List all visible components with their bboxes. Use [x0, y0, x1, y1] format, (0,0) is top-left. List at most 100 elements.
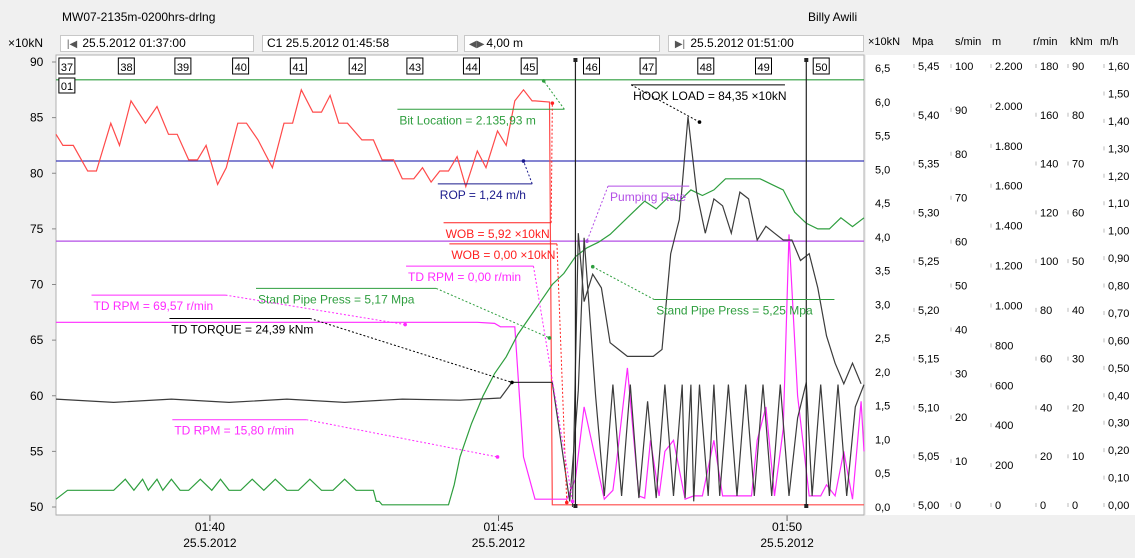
right-axis-label: 0,70: [1108, 308, 1129, 320]
right-axis-label: 0: [995, 500, 1001, 512]
right-axis-label: 0,90: [1108, 253, 1129, 265]
x-axis-date-label: 25.5.2012: [472, 536, 526, 550]
annotation-label: Stand Pipe Press = 5,25 Mpa: [656, 304, 813, 318]
depth-marker-label: 37: [61, 62, 73, 74]
right-axis-label: 0: [1040, 500, 1046, 512]
right-axis-label: 40: [1040, 402, 1052, 414]
depth-marker-label: 48: [700, 62, 712, 74]
right-axis-label: 4,5: [875, 198, 890, 210]
right-axis-label: 180: [1040, 61, 1058, 73]
depth-delta-value: 4,00 m: [486, 36, 524, 50]
annotation-point: [570, 499, 575, 504]
right-axis-unit: Mpa: [912, 36, 934, 48]
cursor-time-field[interactable]: C1 25.5.2012 01:45:58: [262, 35, 458, 52]
right-axis-label: 90: [1072, 61, 1084, 73]
annotation-label: WOB = 0,00 ×10kN: [451, 248, 555, 262]
x-axis-time-label: 01:40: [195, 520, 225, 534]
cursor-label: C1: [267, 36, 283, 50]
right-axis-label: 0,0: [875, 502, 890, 514]
annotation-label: HOOK LOAD = 84,35 ×10kN: [633, 89, 786, 103]
left-axis-label: 70: [30, 278, 44, 292]
right-axis-label: 60: [955, 237, 967, 249]
right-axis-unit: m: [992, 36, 1001, 48]
right-axis-label: 40: [955, 324, 967, 336]
right-axis-label: 20: [1040, 451, 1052, 463]
time-toolbar: ×10kN |◀ 25.5.2012 01:37:00 C1 25.5.2012…: [0, 32, 1135, 54]
depth-marker-label: 49: [757, 62, 769, 74]
right-axis-label: 20: [955, 412, 967, 424]
annotation-point: [521, 159, 526, 163]
left-axis-label: 80: [30, 166, 44, 180]
right-axis-label: 6,5: [875, 63, 890, 75]
depth-marker-label: 47: [642, 62, 654, 74]
annotation-label: TD RPM = 0,00 r/min: [408, 270, 521, 284]
depth-marker-box: [406, 57, 424, 75]
depth-marker-box: [639, 57, 657, 75]
right-axis-label: 400: [995, 420, 1013, 432]
start-time-value: 25.5.2012 01:37:00: [82, 36, 186, 50]
right-axis-label: 1,20: [1108, 171, 1129, 183]
right-axis-label: 100: [1040, 256, 1058, 268]
right-axis-label: 5,45: [918, 61, 939, 73]
cursor-handle-top: [804, 58, 809, 62]
right-axis-label: 90: [955, 105, 967, 117]
nav-left-icon[interactable]: |◀: [66, 39, 78, 50]
annotation-point: [590, 264, 595, 269]
right-axis-label: 30: [955, 368, 967, 380]
x-axis-date-label: 25.5.2012: [183, 536, 237, 550]
nav-right-icon[interactable]: ▶|: [674, 39, 686, 50]
right-axis-unit: s/min: [955, 36, 981, 48]
right-axis-label: 50: [1072, 256, 1084, 268]
end-time-field[interactable]: ▶| 25.5.2012 01:51:00: [668, 35, 864, 52]
right-axis-label: 20: [1072, 402, 1084, 414]
right-axis-label: 5,10: [918, 402, 939, 414]
depth-sub-marker-label: 01: [61, 81, 73, 93]
right-axis-label: 0,5: [875, 468, 890, 480]
depth-marker-box: [697, 57, 715, 75]
left-axis-label: 60: [30, 389, 44, 403]
series-stand-pipe-press: [55, 178, 865, 506]
cursor-time-value: 25.5.2012 01:45:58: [285, 36, 390, 50]
right-axis-unit: m/h: [1100, 36, 1118, 48]
annotation-leader: [586, 185, 609, 242]
right-axis-label: 5,5: [875, 131, 890, 143]
series-td-rpm: [56, 234, 865, 501]
depth-delta-field[interactable]: ◀▶ 4,00 m: [464, 35, 660, 52]
depth-marker-box: [812, 57, 830, 75]
right-axis-label: 1.400: [995, 221, 1023, 233]
annotation-leader: [556, 243, 568, 503]
start-time-field[interactable]: |◀ 25.5.2012 01:37:00: [60, 35, 254, 52]
depth-marker-box: [754, 57, 772, 75]
annotation-point: [510, 380, 514, 385]
right-axis-label: 5,40: [918, 110, 939, 122]
nav-both-icon[interactable]: ◀▶: [469, 39, 485, 50]
right-axis-label: 1,10: [1108, 198, 1129, 210]
depth-marker-box: [583, 57, 601, 75]
left-axis-label: 50: [30, 500, 44, 514]
right-axis-unit: r/min: [1033, 36, 1057, 48]
header-bar: MW07-2135m-0200hrs-drlng Billy Awili: [0, 0, 1135, 32]
right-axis-label: 80: [955, 149, 967, 161]
right-axis-label: 1,00: [1108, 226, 1129, 238]
left-axis-label: 90: [30, 55, 44, 69]
depth-marker-box: [462, 57, 480, 75]
annotation-point: [585, 239, 589, 243]
depth-marker-label: 46: [586, 62, 598, 74]
right-axis-label: 60: [1040, 354, 1052, 366]
annotation-label: Stand Pipe Press = 5,17 Mpa: [258, 292, 415, 306]
series-td-torque: [55, 237, 865, 502]
depth-marker-box: [232, 57, 250, 75]
annotation-label: TD RPM = 15,80 r/min: [174, 424, 294, 438]
depth-marker-box: [58, 57, 76, 75]
annotation-point: [550, 101, 555, 105]
depth-marker-label: 45: [523, 62, 535, 74]
right-axis-label: 2.000: [995, 101, 1023, 113]
right-axis-label: 1.000: [995, 300, 1023, 312]
left-axis-label: 75: [30, 222, 44, 236]
depth-marker-box: [348, 57, 366, 75]
right-axis-label: 1,40: [1108, 116, 1129, 128]
right-axis-label: 0,30: [1108, 418, 1129, 430]
right-axis-label: 0: [955, 500, 961, 512]
depth-marker-label: 39: [177, 62, 189, 74]
right-axis-label: 3,5: [875, 266, 890, 278]
